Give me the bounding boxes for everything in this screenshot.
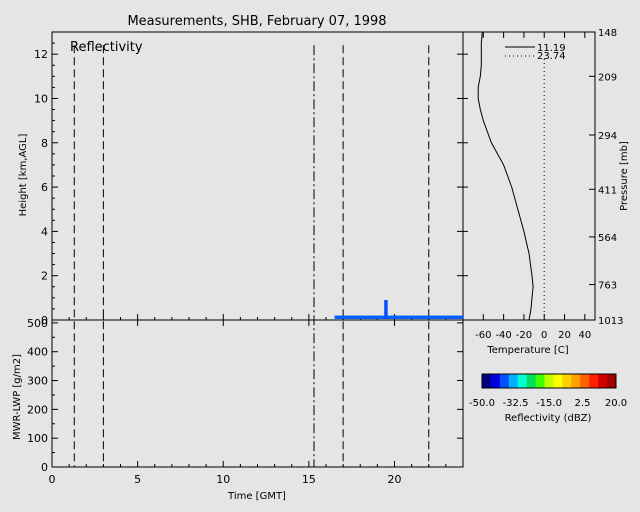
lwp-tick-label: 500: [27, 317, 48, 330]
colorbar-swatch: [607, 374, 617, 388]
pressure-axis-label: Pressure [mb]: [619, 141, 630, 211]
colorbar-swatch: [589, 374, 599, 388]
time-tick-label: 20: [388, 473, 402, 486]
lwp-tick-label: 300: [27, 375, 48, 388]
colorbar-swatch: [598, 374, 608, 388]
lwp-panel-frame: [51, 319, 464, 468]
height-tick-label: 12: [34, 48, 48, 61]
colorbar-swatch: [544, 374, 554, 388]
colorbar-swatch: [517, 374, 528, 388]
reflectivity-panel-frame: [51, 31, 464, 321]
pressure-tick-label: 294: [598, 131, 617, 142]
time-tick-label: 0: [49, 473, 56, 486]
colorbar-swatch: [553, 374, 563, 388]
temperature-profile-solid: [477, 31, 534, 321]
colorbar-tick-label: 2.5: [575, 398, 591, 409]
colorbar: Reflectivity (dBZ) -50.0 -32.5 -15.0 2.5 20.…: [469, 373, 627, 424]
temperature-panel-frame: [462, 31, 596, 321]
time-tick-label: 5: [134, 473, 141, 486]
chart-title: Measurements, SHB, February 07, 1998: [127, 14, 386, 29]
pressure-tick-label: 564: [598, 233, 617, 244]
height-tick-label: 0: [41, 314, 48, 327]
pressure-tick-label: 209: [598, 72, 617, 83]
lwp-tick-label: 200: [27, 403, 48, 416]
colorbar-swatch: [508, 374, 519, 388]
time-tick-label: 15: [302, 473, 316, 486]
time-tick-label: 10: [216, 473, 230, 486]
colorbar-swatch: [499, 374, 510, 388]
colorbar-tick-label: 20.0: [605, 398, 627, 409]
time-axis-label: Time [GMT]: [227, 491, 286, 502]
height-tick-label: 4: [41, 225, 48, 238]
colorbar-swatch: [490, 374, 501, 388]
height-tick-label: 10: [34, 92, 48, 105]
temp-tick-label: -60: [475, 330, 491, 341]
pressure-tick-label: 411: [598, 185, 617, 196]
temp-tick-label: 40: [578, 330, 591, 341]
colorbar-swatch: [526, 374, 537, 388]
temperature-axis-label: Temperature [C]: [486, 345, 568, 356]
lwp-tick-label: 100: [27, 432, 48, 445]
reflectivity-echo: [384, 300, 388, 319]
colorbar-tick-label: -15.0: [536, 398, 562, 409]
height-tick-label: 2: [41, 270, 48, 283]
colorbar-swatch: [580, 374, 590, 388]
legend-label-dotted: 23.74: [537, 51, 566, 62]
lwp-axis-label: MWR-LWP [g/m2]: [12, 354, 23, 440]
pressure-tick-label: 1013: [598, 316, 623, 327]
temp-tick-label: -40: [495, 330, 511, 341]
temp-tick-label: 0: [541, 330, 547, 341]
temp-tick-label: -20: [516, 330, 532, 341]
pressure-tick-label: 148: [598, 28, 617, 39]
colorbar-swatch: [535, 374, 546, 388]
legend-label-solid: 11.19: [537, 43, 566, 54]
height-tick-label: 8: [41, 137, 48, 150]
colorbar-swatch: [571, 374, 581, 388]
colorbar-frame: [481, 373, 617, 389]
colorbar-swatch: [562, 374, 572, 388]
temperature-legend: 11.19 23.74: [505, 43, 566, 62]
reflectivity-echo: [334, 315, 463, 319]
colorbar-tick-label: -50.0: [469, 398, 495, 409]
lwp-tick-label: 400: [27, 346, 48, 359]
temp-tick-label: 20: [558, 330, 571, 341]
height-tick-label: 6: [41, 181, 48, 194]
colorbar-label: Reflectivity (dBZ): [505, 413, 592, 424]
reflectivity-label: Reflectivity: [70, 40, 143, 55]
colorbar-tick-label: -32.5: [503, 398, 529, 409]
height-axis-label: Height [km,AGL]: [18, 134, 29, 217]
lwp-tick-label: 0: [41, 461, 48, 474]
colorbar-swatch: [482, 374, 492, 388]
pressure-tick-label: 763: [598, 281, 617, 292]
